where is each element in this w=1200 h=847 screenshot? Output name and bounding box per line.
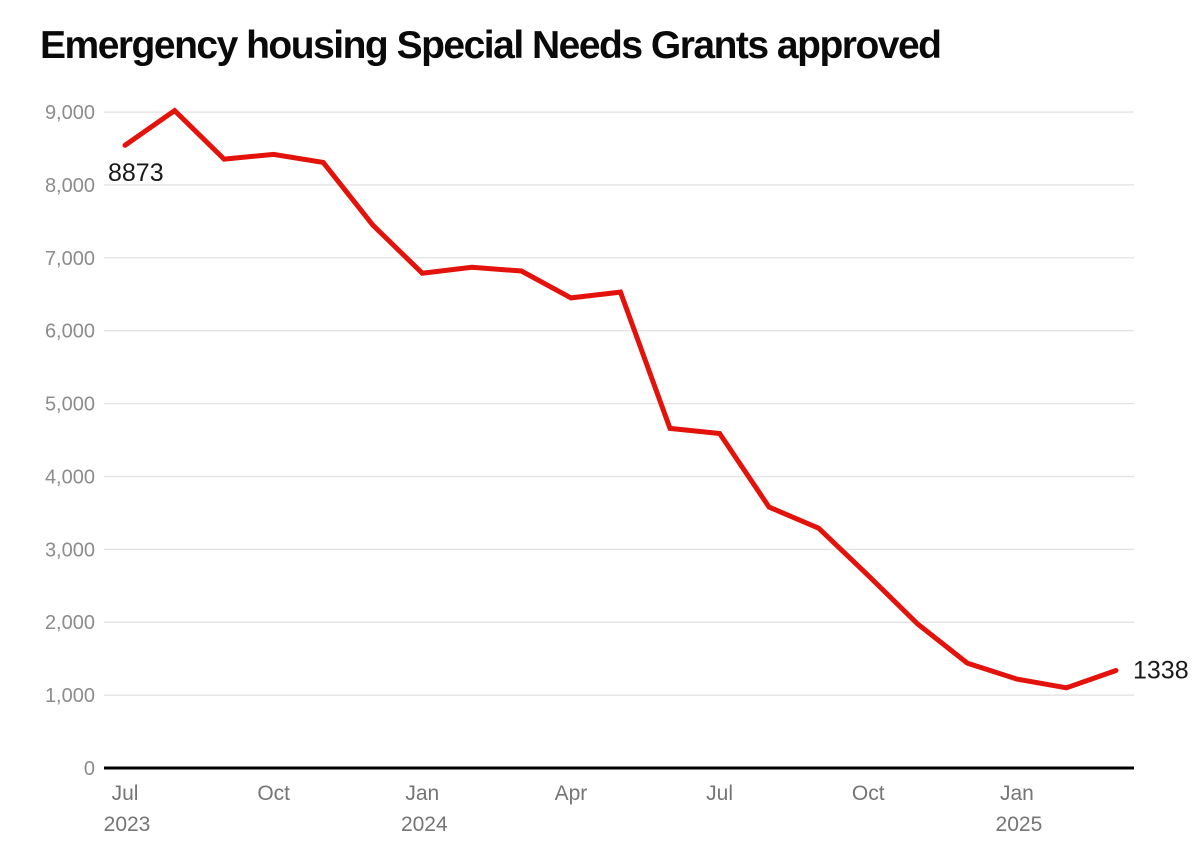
- x-tick-month-label: Jul: [112, 782, 139, 805]
- y-tick-label: 5,000: [45, 394, 95, 416]
- x-tick-month-label: Oct: [852, 782, 885, 805]
- chart-title: Emergency housing Special Needs Grants a…: [40, 24, 942, 67]
- y-tick-label: 3,000: [45, 539, 95, 561]
- y-tick-label: 4,000: [45, 466, 95, 488]
- y-tick-label: 6,000: [45, 321, 95, 343]
- last-point-label: 1338: [1133, 656, 1189, 684]
- y-tick-label: 0: [84, 758, 95, 780]
- y-tick-label: 7,000: [45, 248, 95, 270]
- x-tick-year-label: 2025: [996, 813, 1043, 836]
- x-tick-month-label: Jul: [706, 782, 733, 805]
- x-tick-year-label: 2024: [401, 813, 448, 836]
- x-tick-month-label: Oct: [257, 782, 290, 805]
- first-point-label: 8873: [108, 159, 164, 187]
- y-tick-label: 9,000: [45, 102, 95, 124]
- x-tick-month-label: Apr: [555, 782, 588, 805]
- y-tick-label: 1,000: [45, 685, 95, 707]
- y-tick-label: 2,000: [45, 612, 95, 634]
- series-line: [122, 107, 1119, 691]
- x-tick-month-label: Jan: [1000, 782, 1034, 805]
- x-tick-month-label: Jan: [405, 782, 439, 805]
- y-tick-label: 8,000: [45, 175, 95, 197]
- x-tick-year-label: 2023: [104, 813, 151, 836]
